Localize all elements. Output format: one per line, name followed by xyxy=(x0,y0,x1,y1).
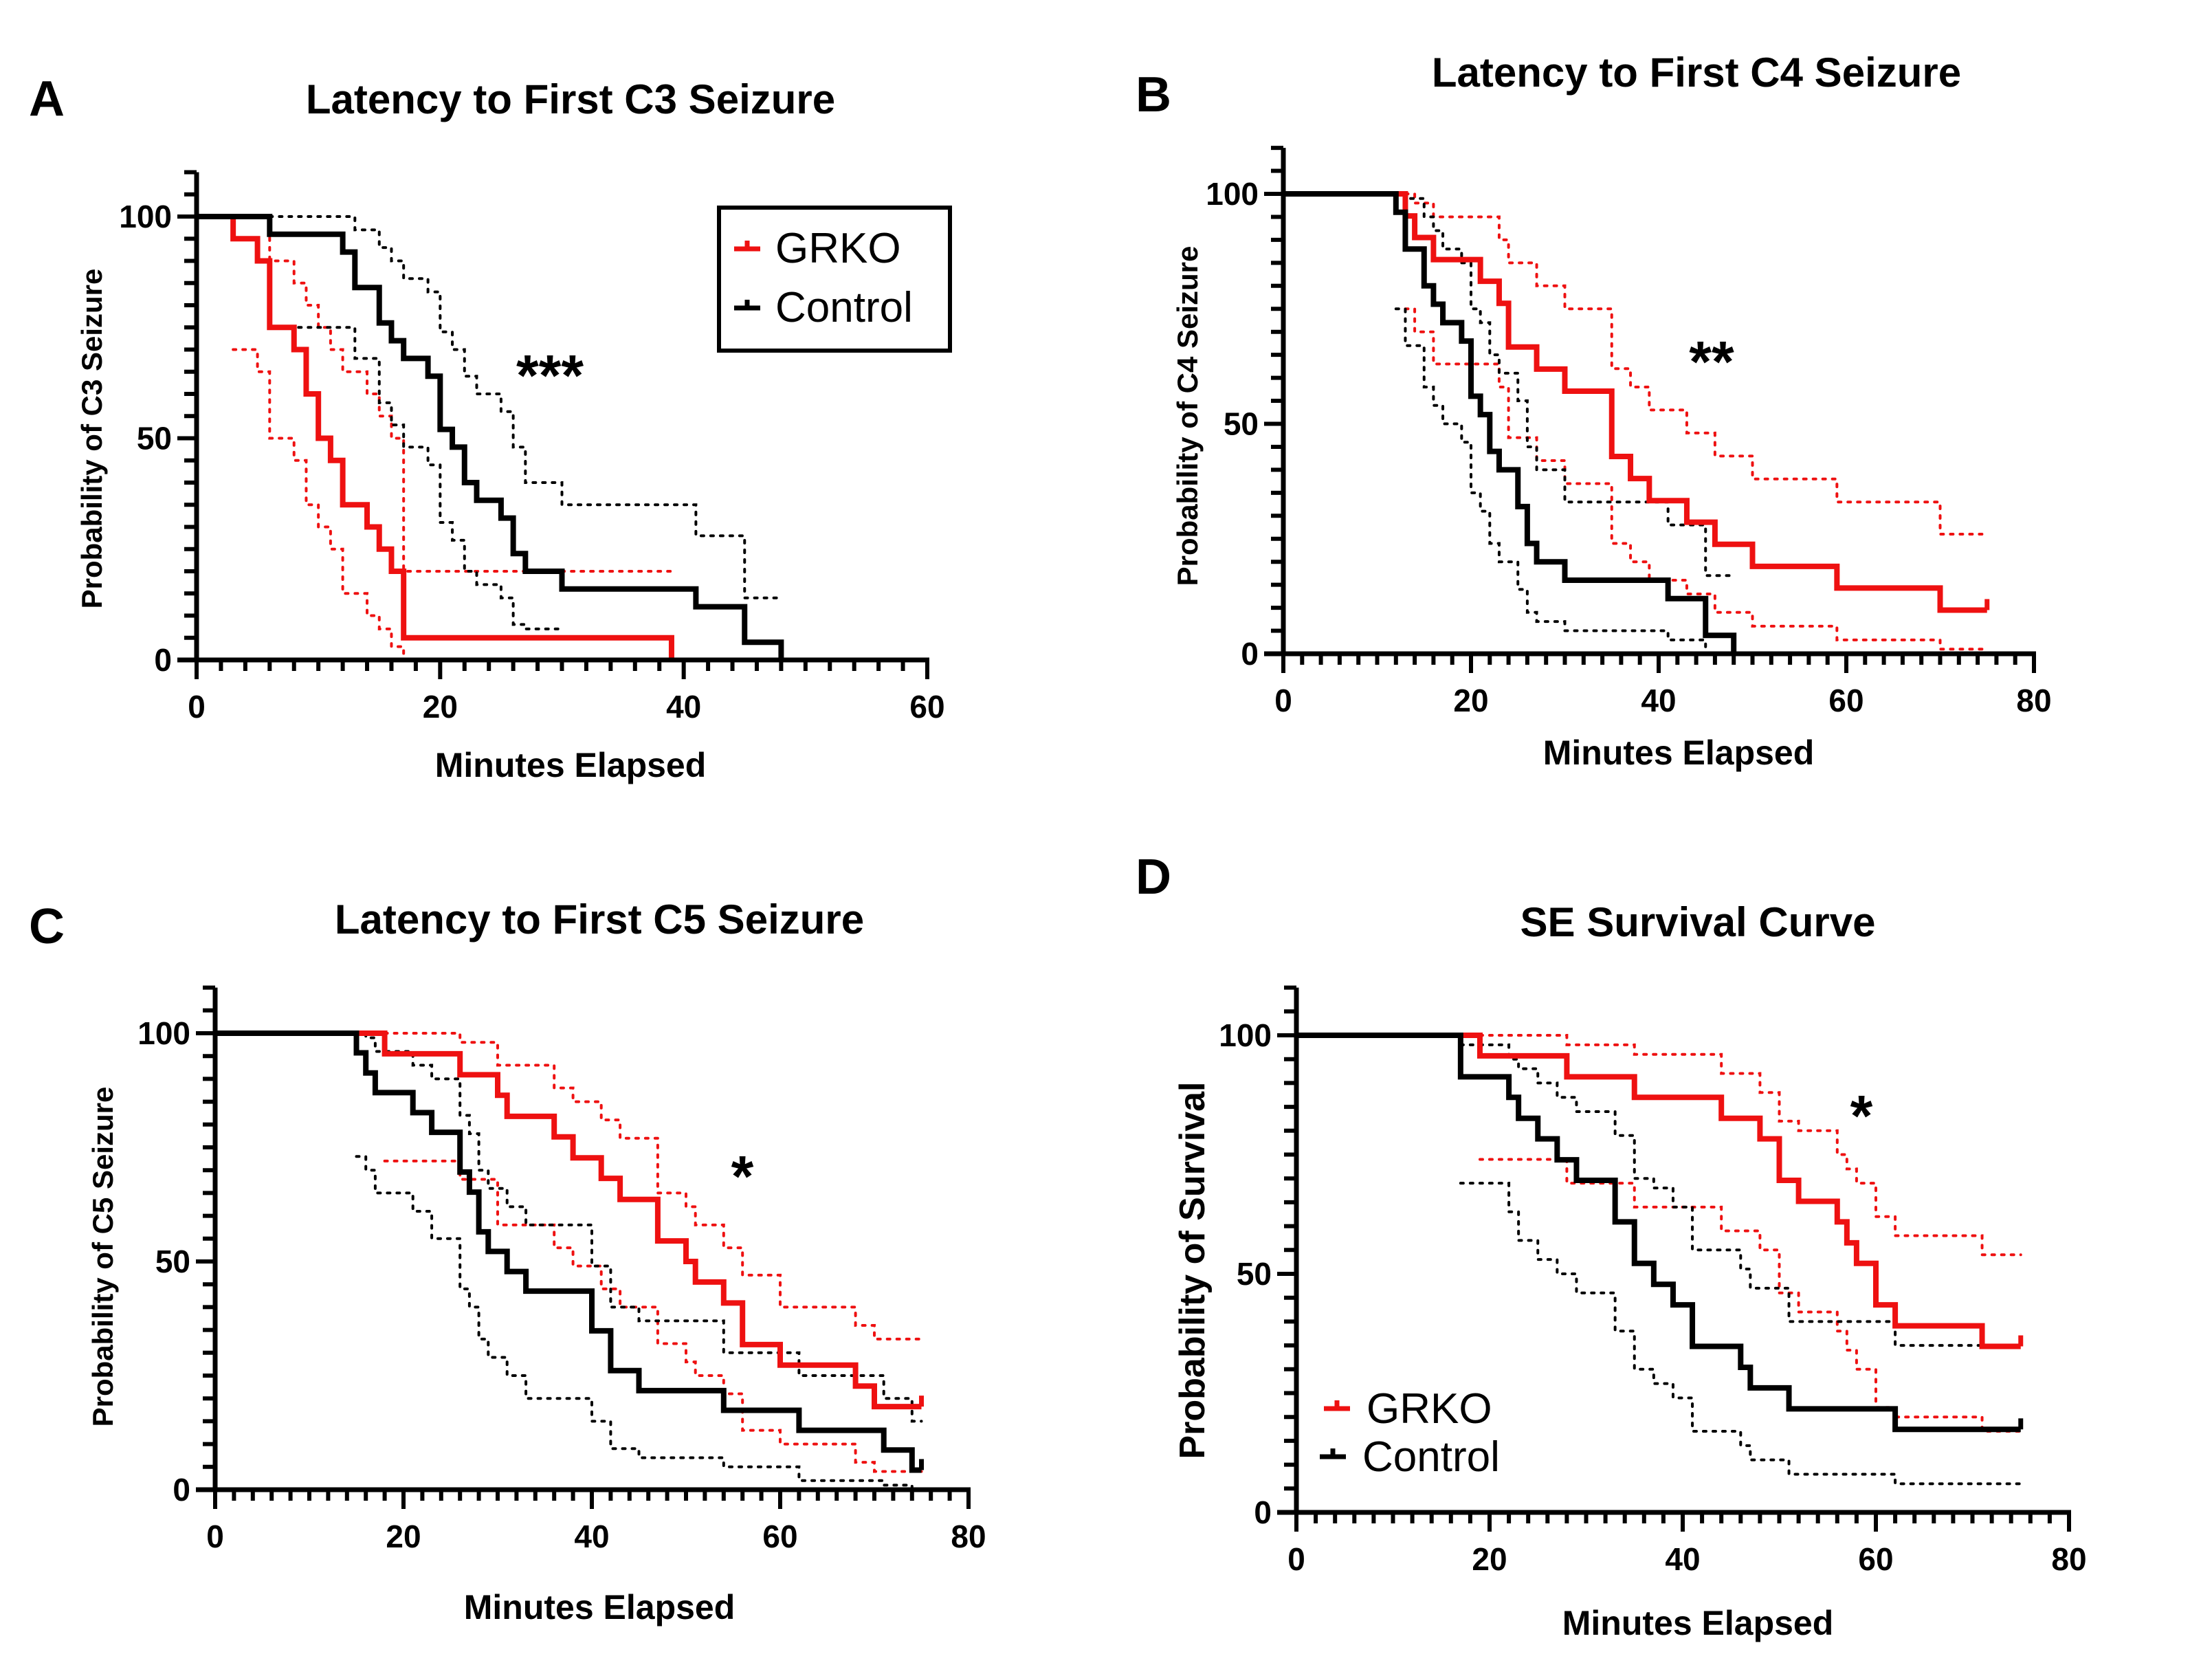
x-tick-label: 40 xyxy=(1665,1541,1700,1577)
x-tick-label: 0 xyxy=(206,1519,224,1554)
plot-area: 0 50 100 0 20 40 60 80 xyxy=(137,985,986,1554)
survival-curve-grko xyxy=(215,1030,922,1410)
ci-band-upper-grko xyxy=(232,215,673,573)
x-tick-label: 20 xyxy=(423,689,458,725)
y-tick-label: 100 xyxy=(1219,1017,1272,1053)
x-tick-label: 80 xyxy=(2016,683,2051,718)
plot-area: 0 50 100 0 20 40 60 80 xyxy=(1219,985,2087,1577)
y-tick-label: 0 xyxy=(1241,636,1259,672)
x-tick-label: 80 xyxy=(951,1519,986,1554)
legend-label: GRKO xyxy=(775,225,901,272)
panel-letter: D xyxy=(1136,850,1171,905)
x-tick-label: 60 xyxy=(762,1519,797,1554)
plot-area: 0 50 100 0 20 40 60 xyxy=(119,170,945,725)
x-axis-label: Minutes Elapsed xyxy=(1562,1604,1834,1642)
ci-band-upper-control xyxy=(1459,1043,2022,1347)
plot-area: 0 50 100 0 20 40 60 80 xyxy=(1206,146,2052,718)
panel-letter: A xyxy=(29,71,65,126)
y-tick-label: 0 xyxy=(154,642,172,678)
legend-marker-control xyxy=(1320,1448,1346,1459)
ci-band-lower-control xyxy=(268,326,564,630)
panel-letter: C xyxy=(29,899,65,954)
x-tick-label: 20 xyxy=(386,1519,421,1554)
chart-title: Latency to First C4 Seizure xyxy=(1432,49,1961,96)
x-tick-label: 40 xyxy=(666,689,701,725)
x-tick-label: 20 xyxy=(1453,683,1488,718)
legend-marker-grko xyxy=(734,241,760,252)
y-tick-label: 50 xyxy=(1237,1256,1272,1292)
legend-label: Control xyxy=(1362,1433,1500,1481)
y-tick-label: 100 xyxy=(119,199,172,234)
significance-marker: *** xyxy=(516,343,584,408)
x-axis-label: Minutes Elapsed xyxy=(464,1588,736,1627)
legend-marker-control xyxy=(734,300,760,311)
survival-curve-grko xyxy=(197,214,674,660)
significance-marker: * xyxy=(731,1144,754,1209)
x-tick-label: 60 xyxy=(909,689,944,725)
legend-box xyxy=(717,206,952,353)
panel-a: A Latency to First C3 Seizure Probabilit… xyxy=(29,71,952,784)
ci-band-upper-grko xyxy=(1404,192,1989,536)
y-axis-label: Probability of C4 Seizure xyxy=(1171,246,1204,586)
x-axis-label: Minutes Elapsed xyxy=(435,746,707,784)
legend-item-control: Control xyxy=(734,284,913,331)
x-axis-label: Minutes Elapsed xyxy=(1543,734,1815,772)
panel-letter: B xyxy=(1136,67,1171,122)
ci-band-upper-grko xyxy=(1478,1034,2022,1257)
legend: GRKO Control xyxy=(717,206,952,353)
legend-marker-grko xyxy=(1324,1400,1350,1411)
panel-c: C Latency to First C5 Seizure Probabilit… xyxy=(29,896,986,1627)
x-tick-label: 40 xyxy=(1641,683,1676,718)
x-tick-label: 0 xyxy=(1274,683,1292,718)
legend: GRKO Control xyxy=(1320,1385,1500,1481)
y-tick-label: 100 xyxy=(137,1015,190,1051)
chart-title: Latency to First C5 Seizure xyxy=(335,896,864,942)
survival-curve-grko xyxy=(1296,1033,2021,1349)
legend-item-grko: GRKO xyxy=(1324,1385,1492,1433)
significance-marker: ** xyxy=(1689,329,1734,394)
ci-band-lower-control xyxy=(1459,1182,2022,1486)
x-tick-label: 80 xyxy=(2051,1541,2086,1577)
y-tick-label: 0 xyxy=(1254,1495,1272,1530)
y-axis-label: Probability of C3 Seizure xyxy=(76,269,108,609)
y-tick-label: 0 xyxy=(173,1472,190,1508)
panel-d: D SE Survival Curve Probability of Survi… xyxy=(1136,850,2087,1642)
ci-band-lower-grko xyxy=(383,1159,923,1473)
ci-band-upper-control xyxy=(1394,192,1736,577)
y-tick-label: 100 xyxy=(1206,176,1259,212)
ci-band-lower-grko xyxy=(1404,307,1989,651)
survival-curve-grko xyxy=(1283,191,1987,613)
chart-title: Latency to First C3 Seizure xyxy=(306,76,835,122)
chart-title: SE Survival Curve xyxy=(1520,899,1876,945)
ci-band-lower-control xyxy=(1394,307,1707,655)
ci-band-lower-grko xyxy=(232,348,673,661)
ci-band-upper-control xyxy=(355,1032,923,1423)
survival-curve-control xyxy=(1283,191,1737,654)
legend-item-control: Control xyxy=(1320,1433,1500,1481)
significance-marker: * xyxy=(1850,1083,1873,1148)
survival-curve-control xyxy=(1296,1033,2021,1433)
y-tick-label: 50 xyxy=(137,421,172,456)
x-tick-label: 0 xyxy=(188,689,206,725)
ci-band-upper-grko xyxy=(383,1032,923,1341)
survival-curve-control xyxy=(197,214,784,660)
x-tick-label: 20 xyxy=(1472,1541,1507,1577)
y-tick-label: 50 xyxy=(155,1244,190,1279)
survival-curve-control xyxy=(215,1030,922,1473)
legend-item-grko: GRKO xyxy=(734,225,901,272)
x-tick-label: 0 xyxy=(1287,1541,1305,1577)
ci-band-upper-control xyxy=(268,215,783,599)
x-tick-label: 60 xyxy=(1828,683,1863,718)
legend-label: Control xyxy=(775,284,913,331)
y-tick-label: 50 xyxy=(1224,406,1259,442)
y-axis-label: Probability of Survival xyxy=(1173,1081,1213,1459)
x-tick-label: 60 xyxy=(1858,1541,1893,1577)
panel-b: B Latency to First C4 Seizure Probabilit… xyxy=(1136,49,2052,772)
y-axis-label: Probability of C5 Seizure xyxy=(87,1087,119,1427)
legend-label: GRKO xyxy=(1367,1385,1492,1433)
ci-band-lower-control xyxy=(355,1155,914,1491)
x-tick-label: 40 xyxy=(574,1519,609,1554)
ci-band-lower-grko xyxy=(1478,1158,2022,1433)
